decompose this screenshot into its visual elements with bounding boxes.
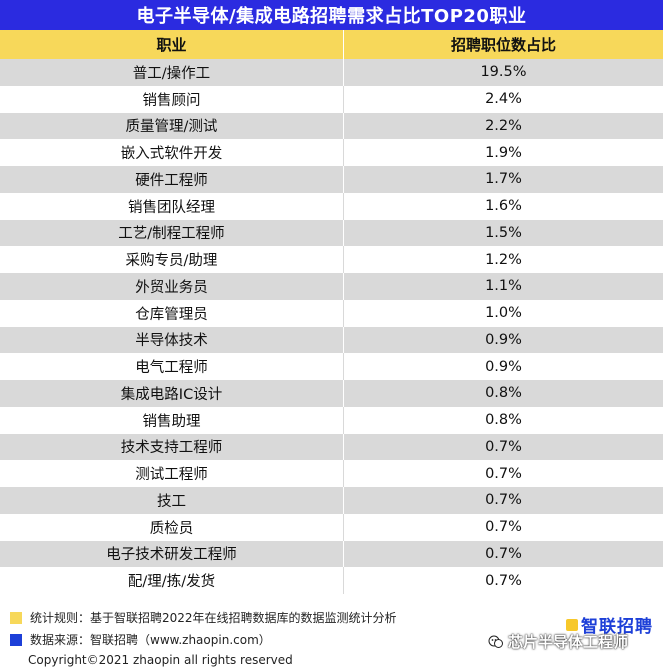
watermark: 芯片半导体工程师	[488, 631, 628, 652]
logo-text: 智联招聘	[581, 617, 653, 637]
table-row: 硬件工程师 1.7%	[0, 166, 663, 193]
job-cell: 普工/操作工	[0, 59, 344, 86]
table-row: 技工 0.7%	[0, 487, 663, 514]
job-cell: 质量管理/测试	[0, 112, 344, 140]
job-cell: 销售助理	[0, 406, 344, 434]
share-cell: 1.7%	[485, 171, 522, 188]
share-cell: 1.6%	[485, 198, 522, 215]
table-row: 测试工程师 0.7%	[0, 460, 663, 487]
job-cell: 技工	[0, 487, 344, 514]
share-cell: 2.4%	[485, 91, 522, 108]
job-cell: 工艺/制程工程师	[0, 219, 344, 247]
table-row: 普工/操作工 19.5%	[0, 59, 663, 86]
share-cell: 1.9%	[485, 144, 522, 161]
table-row: 电气工程师 0.9%	[0, 353, 663, 380]
table-row: 配/理/拣/发货 0.7%	[0, 567, 663, 594]
table-body: 普工/操作工 19.5% 销售顾问 2.4% 质量管理/测试 2.2% 嵌入式软件开发 1.9…	[0, 59, 663, 594]
job-cell: 销售团队经理	[0, 192, 344, 220]
table-row: 电子技术研发工程师 0.7%	[0, 540, 663, 568]
share-cell: 0.7%	[485, 492, 522, 509]
job-cell: 外贸业务员	[0, 273, 344, 300]
table-row: 销售助理 0.8%	[0, 406, 663, 434]
job-cell: 硬件工程师	[0, 166, 344, 193]
header-job: 职业	[0, 30, 344, 59]
share-cell: 0.7%	[485, 438, 522, 455]
job-cell: 集成电路IC设计	[0, 380, 344, 407]
share-cell: 0.7%	[485, 572, 522, 589]
share-cell: 1.0%	[485, 305, 522, 322]
job-cell: 电子技术研发工程师	[0, 540, 344, 568]
table-row: 销售团队经理 1.6%	[0, 192, 663, 220]
share-cell: 0.7%	[485, 519, 522, 536]
share-cell: 0.8%	[485, 385, 522, 402]
share-cell: 19.5%	[480, 64, 527, 81]
share-cell: 0.7%	[485, 465, 522, 482]
share-cell: 1.5%	[485, 224, 522, 241]
table-row: 仓库管理员 1.0%	[0, 299, 663, 327]
rule-note: 统计规则：基于智联招聘2022年在线招聘数据库的数据监测统计分析	[10, 609, 397, 626]
job-cell: 销售顾问	[0, 85, 344, 113]
yellow-square-icon	[10, 611, 22, 624]
chart-title: 电子半导体/集成电路招聘需求占比TOP20职业	[0, 0, 663, 30]
header-share: 招聘职位数占比	[450, 36, 556, 54]
table-row: 采购专员/助理 1.2%	[0, 246, 663, 273]
share-cell: 0.7%	[485, 545, 522, 562]
blue-square-icon	[10, 633, 22, 646]
share-cell: 0.9%	[485, 358, 522, 375]
table-header: 职业 招聘职位数占比	[0, 30, 663, 59]
logo-mark-icon	[566, 618, 578, 631]
job-cell: 测试工程师	[0, 460, 344, 487]
table-row: 质检员 0.7%	[0, 513, 663, 541]
share-cell: 1.1%	[485, 278, 522, 295]
table-row: 外贸业务员 1.1%	[0, 273, 663, 300]
rule-note-text: 统计规则：基于智联招聘2022年在线招聘数据库的数据监测统计分析	[30, 611, 397, 625]
watermark-text: 芯片半导体工程师	[508, 633, 629, 651]
footer: 统计规则：基于智联招聘2022年在线招聘数据库的数据监测统计分析 数据来源：智联…	[0, 601, 663, 669]
wechat-icon	[488, 635, 503, 648]
table-row: 集成电路IC设计 0.8%	[0, 380, 663, 407]
job-cell: 仓库管理员	[0, 299, 344, 327]
job-cell: 嵌入式软件开发	[0, 139, 344, 166]
job-cell: 半导体技术	[0, 326, 344, 354]
source-note-text: 数据来源：智联招聘（www.zhaopin.com）	[30, 633, 271, 647]
share-cell: 1.2%	[485, 251, 522, 268]
zhaopin-logo: 智联招聘	[566, 612, 653, 637]
job-cell: 配/理/拣/发货	[0, 567, 344, 594]
job-cell: 技术支持工程师	[0, 433, 344, 461]
share-cell: 0.8%	[485, 412, 522, 429]
copyright-text: Copyright©2021 zhaopin all rights reserv…	[28, 653, 293, 667]
job-cell: 电气工程师	[0, 353, 344, 380]
job-cell: 质检员	[0, 513, 344, 541]
table-row: 工艺/制程工程师 1.5%	[0, 219, 663, 247]
share-cell: 2.2%	[485, 117, 522, 134]
share-cell: 0.9%	[485, 331, 522, 348]
table-row: 技术支持工程师 0.7%	[0, 433, 663, 461]
table-row: 销售顾问 2.4%	[0, 85, 663, 113]
source-note: 数据来源：智联招聘（www.zhaopin.com）	[10, 631, 271, 648]
table-row: 半导体技术 0.9%	[0, 326, 663, 354]
job-cell: 采购专员/助理	[0, 246, 344, 273]
table-row: 嵌入式软件开发 1.9%	[0, 139, 663, 166]
table-row: 质量管理/测试 2.2%	[0, 112, 663, 140]
